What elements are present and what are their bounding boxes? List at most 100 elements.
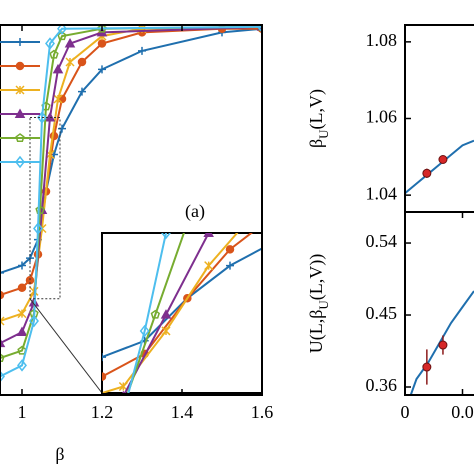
y-axis-label-part: U — [316, 300, 331, 310]
y-tick-label: 0.54 — [366, 231, 398, 251]
x-tick-label: 0 — [401, 402, 410, 422]
series-line — [0, 25, 262, 359]
marker — [57, 25, 67, 35]
marker — [57, 31, 67, 41]
marker — [29, 314, 39, 328]
marker — [17, 345, 27, 355]
frame — [404, 211, 474, 396]
legend-marker — [15, 85, 25, 95]
marker — [102, 372, 107, 381]
marker — [438, 340, 448, 350]
marker — [120, 402, 128, 409]
marker — [226, 261, 234, 270]
marker — [203, 233, 214, 237]
marker — [16, 326, 28, 337]
series-line — [405, 139, 474, 194]
y-tick-label: 1.06 — [366, 107, 398, 127]
marker — [422, 362, 432, 372]
marker — [438, 155, 448, 165]
marker — [205, 163, 213, 173]
marker — [311, 164, 319, 171]
y-axis-label: βU(L,V) — [306, 89, 331, 148]
x-tick-label: 1.4 — [171, 402, 194, 422]
marker — [53, 94, 63, 104]
marker — [45, 37, 55, 50]
marker — [139, 324, 150, 338]
plot-area — [409, 290, 474, 395]
marker — [122, 390, 125, 393]
series-line — [0, 27, 262, 274]
marker — [17, 283, 27, 292]
plot-area — [405, 139, 474, 194]
x-tick-label: 1.2 — [91, 402, 114, 422]
marker — [0, 268, 4, 277]
series-line — [127, 233, 168, 393]
marker — [225, 245, 235, 254]
marker — [269, 150, 277, 160]
inset-plot — [55, 150, 383, 442]
marker — [269, 157, 277, 164]
marker — [160, 309, 172, 319]
marker — [247, 213, 255, 221]
marker — [138, 46, 146, 55]
y-axis-label-part: (L,V)) — [306, 254, 327, 300]
y-axis-label-part: (L,V) — [306, 89, 327, 129]
marker — [64, 37, 76, 48]
marker — [0, 316, 5, 326]
marker — [0, 370, 5, 383]
marker — [161, 233, 171, 240]
marker — [204, 261, 214, 271]
marker — [17, 309, 27, 319]
marker — [97, 25, 107, 33]
marker — [247, 187, 255, 194]
y-tick-label: 0.45 — [366, 303, 398, 323]
marker — [35, 205, 45, 214]
y-axis-label: U(L,βU(L,V)) — [306, 254, 331, 354]
marker — [269, 213, 276, 220]
y-tick-label: 1.04 — [366, 183, 398, 203]
marker — [18, 261, 26, 270]
inset-frame — [101, 232, 263, 394]
y-axis-label-part: U — [316, 129, 331, 139]
marker — [119, 408, 127, 418]
marker — [311, 180, 319, 188]
legend-marker — [15, 61, 25, 71]
marker — [52, 63, 64, 74]
x-tick-label: 1 — [18, 402, 27, 422]
marker — [37, 111, 47, 124]
frame — [0, 24, 263, 396]
x-tick-label: 1.6 — [251, 402, 274, 422]
marker — [55, 402, 63, 410]
marker — [55, 418, 63, 425]
marker — [98, 65, 106, 74]
marker — [56, 435, 64, 442]
marker — [97, 39, 107, 48]
legend-marker — [15, 133, 25, 142]
marker — [78, 87, 86, 96]
y-axis-label-part: β — [306, 139, 326, 148]
series-line — [102, 247, 262, 359]
marker — [269, 239, 277, 247]
marker — [0, 353, 5, 362]
marker — [77, 57, 87, 67]
legend-marker — [14, 108, 26, 118]
marker — [65, 57, 75, 67]
x-axis-label: β — [55, 444, 64, 464]
y-tick-label: 1.08 — [366, 30, 398, 50]
x-tick-label: 0.0 — [451, 402, 474, 422]
y-axis-label-part: U(L,β — [306, 310, 327, 354]
marker — [161, 326, 171, 336]
marker — [56, 380, 63, 387]
series-line — [102, 233, 239, 393]
legend-marker — [16, 38, 24, 46]
marker — [55, 360, 63, 368]
zoom-region — [29, 117, 61, 300]
marker — [375, 206, 383, 214]
annotation: (a) — [185, 201, 205, 222]
marker — [58, 124, 66, 133]
marker — [102, 353, 106, 362]
marker — [33, 222, 43, 235]
zoom-connector — [29, 298, 103, 394]
marker — [17, 359, 27, 372]
